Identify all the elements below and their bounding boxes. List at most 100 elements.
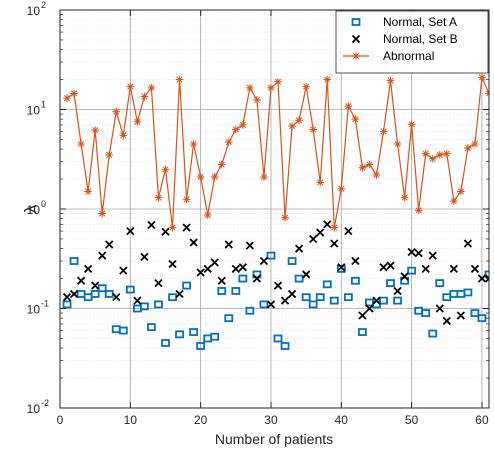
data-point [182, 195, 191, 204]
data-point [154, 278, 163, 288]
data-point [323, 75, 332, 84]
tick-marks [59, 9, 489, 409]
data-point [421, 149, 430, 158]
data-point [302, 82, 310, 91]
data-point [337, 263, 346, 272]
data-point [231, 287, 241, 295]
data-point [90, 290, 100, 298]
legend-marker [351, 34, 361, 44]
data-point [91, 281, 100, 290]
data-point [344, 226, 353, 236]
data-point [112, 293, 121, 302]
data-point [358, 311, 367, 320]
data-point [196, 173, 205, 181]
data-point [344, 102, 353, 110]
data-point [323, 220, 332, 229]
data-point [330, 223, 339, 232]
data-point [245, 241, 255, 250]
data-point [280, 342, 290, 350]
data-point [386, 261, 395, 270]
data-point [407, 120, 416, 129]
data-point [358, 328, 367, 336]
data-point [161, 339, 170, 347]
data-point [203, 264, 212, 274]
data-point [210, 173, 219, 181]
data-point [428, 329, 438, 338]
data-point [76, 276, 86, 285]
data-point [70, 89, 78, 98]
legend-box [335, 10, 489, 74]
data-point [126, 226, 135, 236]
data-point [259, 256, 269, 266]
data-point [400, 272, 409, 281]
y-tick-exponent: 0 [41, 199, 46, 209]
data-point [400, 193, 409, 202]
data-point [400, 276, 410, 285]
x-tick-label: 50 [405, 413, 419, 427]
data-point [239, 121, 247, 129]
data-point [316, 228, 325, 237]
data-point [175, 330, 184, 339]
data-point [105, 240, 114, 249]
data-point [175, 75, 184, 84]
data-point [273, 281, 283, 290]
data-point [154, 193, 163, 202]
data-point [414, 249, 423, 258]
data-point [69, 257, 79, 265]
data-point [280, 296, 290, 305]
x-tick-label: 20 [194, 413, 208, 427]
data-point [119, 131, 128, 140]
data-point [267, 84, 275, 92]
data-point [337, 184, 346, 193]
data-point [351, 256, 360, 266]
y-tick-label: 10 [27, 402, 41, 416]
y-tick-exponent: -1 [41, 299, 49, 309]
data-point [154, 300, 163, 309]
data-point [287, 257, 297, 265]
legend-entries: Normal, Set A Normal, Set B Abnormal [343, 15, 458, 63]
data-point [463, 239, 473, 248]
data-point [84, 187, 92, 196]
data-point [309, 125, 317, 134]
y-tick-label: 10 [27, 203, 41, 217]
data-point [189, 140, 198, 148]
data-point [470, 264, 480, 274]
data-point [288, 122, 296, 130]
data-point [379, 296, 388, 305]
data-point [336, 265, 346, 273]
data-point [62, 293, 72, 302]
data-point [238, 274, 248, 283]
data-point [98, 209, 106, 218]
data-point [125, 285, 135, 294]
data-point [147, 220, 156, 230]
data-point [407, 266, 417, 275]
y-tick-label: 10 [27, 4, 41, 18]
data-point [168, 223, 177, 232]
data-point [301, 293, 311, 302]
legend-entry: Abnormal [343, 49, 434, 63]
data-point [386, 76, 395, 85]
data-point [246, 84, 254, 92]
data-point [365, 160, 374, 169]
data-point [210, 332, 220, 341]
y-tick-label: 10 [27, 104, 41, 118]
data-point [161, 227, 170, 236]
data-point [372, 171, 381, 179]
x-tick-label: 0 [57, 413, 64, 427]
data-point [77, 140, 85, 148]
data-point [407, 247, 416, 257]
data-point [196, 268, 205, 277]
data-point [266, 251, 276, 260]
x-tick-label: 40 [335, 413, 349, 427]
data-point [477, 274, 487, 283]
data-point [62, 300, 72, 309]
data-point [245, 306, 255, 315]
data-point [309, 234, 318, 244]
data-point [463, 288, 473, 297]
data-point [393, 140, 402, 148]
data-point [252, 274, 262, 283]
data-point [393, 296, 402, 305]
legend-label: Normal, Set A [383, 15, 457, 29]
data-point [217, 160, 226, 169]
data-point [83, 264, 93, 274]
